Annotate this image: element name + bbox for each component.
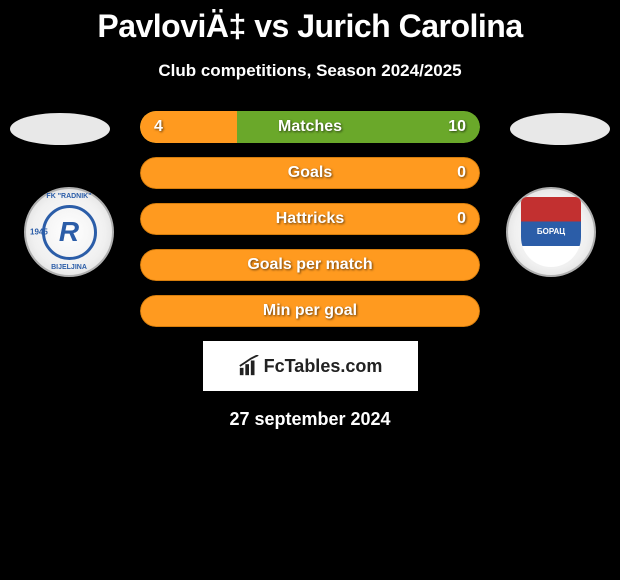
stat-bars: 4 10 Matches 0 Goals 0 Hattricks Goals per matc…: [140, 111, 480, 327]
club-left-city: BIJELJINA: [51, 264, 87, 271]
comparison-area: FK "RADNIK" R BIJELJINA 1945 БОРАЦ 4 10 Ma…: [0, 111, 620, 327]
club-right-shield: БОРАЦ: [521, 197, 581, 267]
attribution-logo: FcTables.com: [203, 341, 418, 391]
bar-label: Hattricks: [276, 210, 344, 228]
club-badge-left: FK "RADNIK" R BIJELJINA 1945: [24, 187, 114, 277]
club-left-year: 1945: [30, 228, 48, 237]
club-badge-right: БОРАЦ: [506, 187, 596, 277]
player-silhouette-right: [510, 113, 610, 145]
chart-icon: [238, 355, 260, 377]
bar-value-right: 0: [457, 164, 466, 182]
club-left-name: FK "RADNIK": [46, 193, 91, 200]
club-right-name: БОРАЦ: [537, 228, 565, 236]
bar-label: Min per goal: [263, 302, 357, 320]
stat-bar-row: 0 Goals: [140, 157, 480, 189]
attribution-text: FcTables.com: [264, 356, 383, 377]
bar-label: Matches: [278, 118, 342, 136]
page-title: PavloviÄ‡ vs Jurich Carolina: [0, 0, 620, 45]
subtitle: Club competitions, Season 2024/2025: [0, 61, 620, 81]
stat-bar-row: 0 Hattricks: [140, 203, 480, 235]
bar-value-right: 10: [448, 118, 466, 136]
stat-bar-row: Goals per match: [140, 249, 480, 281]
club-left-ring: R: [42, 205, 97, 260]
bar-label: Goals: [288, 164, 332, 182]
stat-bar-row: Min per goal: [140, 295, 480, 327]
date-text: 27 september 2024: [0, 409, 620, 430]
club-left-letter: R: [59, 216, 79, 248]
bar-value-left: 4: [154, 118, 163, 136]
player-silhouette-left: [10, 113, 110, 145]
bar-value-right: 0: [457, 210, 466, 228]
bar-label: Goals per match: [247, 256, 372, 274]
stat-bar-row: 4 10 Matches: [140, 111, 480, 143]
